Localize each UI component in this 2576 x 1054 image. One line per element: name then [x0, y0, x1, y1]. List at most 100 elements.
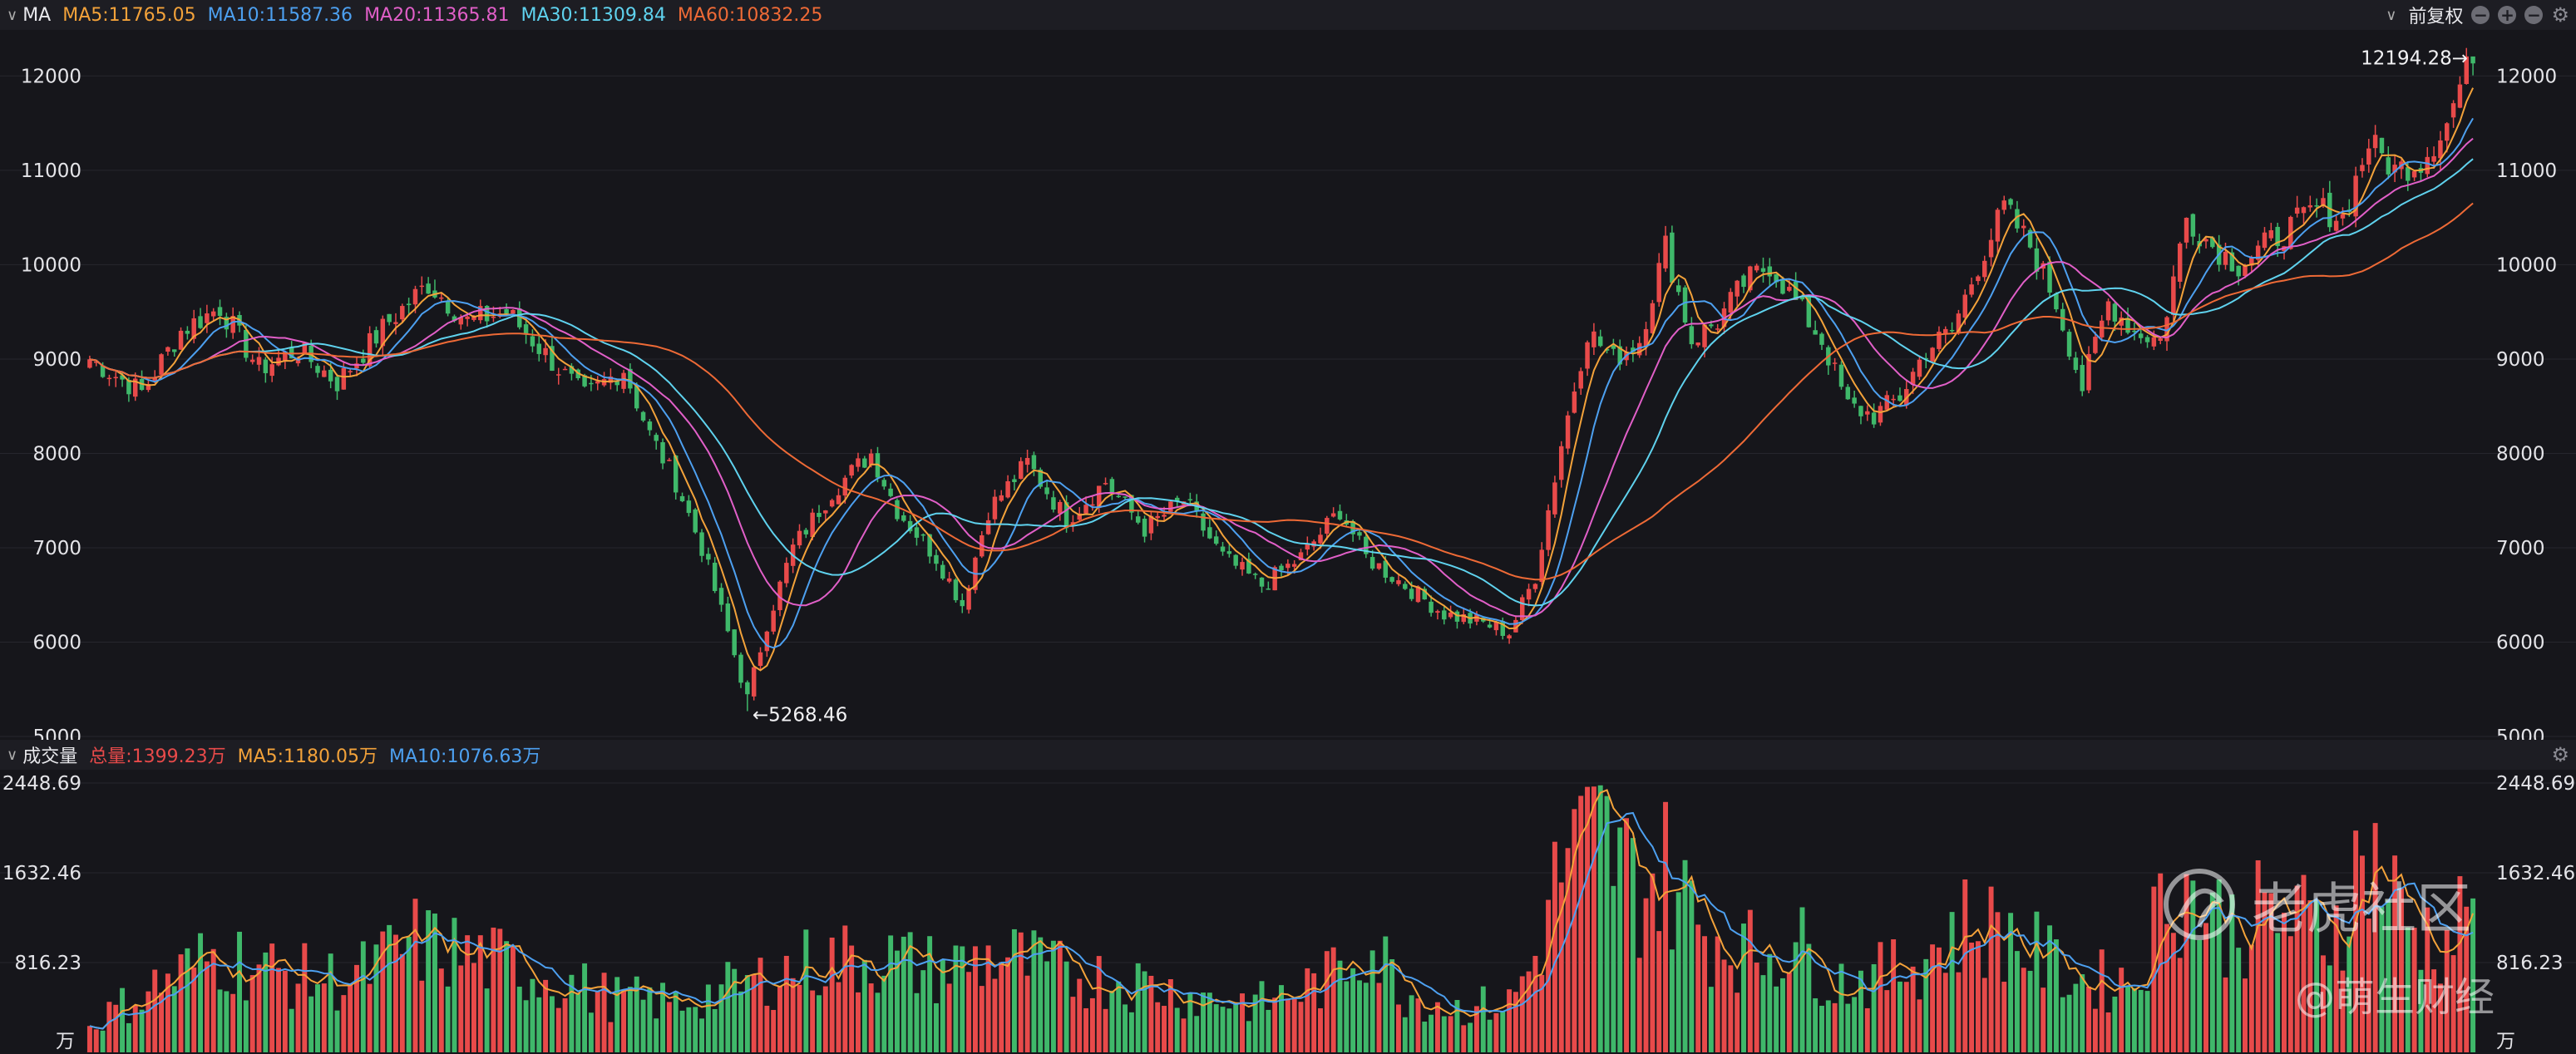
price-chart[interactable]: 12000 12000 11000 11000 10000 10000 9000 9000 80…	[0, 30, 2576, 740]
candle-body	[2203, 239, 2208, 242]
volume-bar	[458, 965, 464, 1052]
volume-bar	[569, 974, 575, 1052]
volume-bar	[1949, 912, 1955, 1052]
volume-bar	[328, 953, 333, 1052]
volume-bar	[1936, 947, 1942, 1052]
ma-line-ma60	[89, 202, 2474, 581]
candle-body	[1435, 611, 1440, 613]
volume-bar	[354, 964, 359, 1052]
volume-bar	[647, 987, 653, 1052]
volume-bar	[2021, 968, 2026, 1052]
volume-bar	[686, 1007, 692, 1052]
candle-body	[2138, 333, 2144, 338]
volume-bar	[1786, 972, 1792, 1052]
candle-body	[185, 330, 190, 334]
volume-legend-item-1: MA5:1180.05万	[237, 746, 378, 767]
volume-bar	[1871, 963, 1877, 1052]
volume-bar	[204, 961, 210, 1052]
candle-body	[2112, 303, 2118, 322]
volume-bar	[1376, 983, 1382, 1052]
volume-bar	[2379, 906, 2385, 1052]
volume-bar	[2405, 927, 2411, 1052]
candle-body	[2054, 293, 2059, 310]
volume-bar	[693, 1007, 698, 1052]
volume-bar	[1519, 976, 1525, 1052]
candle-body	[1539, 549, 1544, 583]
volume-header: ∨ 成交量 总量:1399.23万 MA5:1180.05万 MA10:1076.6…	[0, 740, 2576, 770]
candle-body	[2184, 217, 2189, 243]
candle-body	[1767, 266, 1773, 277]
candle-body	[120, 375, 125, 380]
candle-body	[439, 297, 444, 299]
volume-bar	[1942, 973, 1948, 1052]
volume-bar	[543, 979, 549, 1052]
candle-body	[295, 357, 301, 364]
volume-bar	[1409, 995, 1414, 1052]
volume-gear-icon[interactable]: ⚙	[2551, 743, 2569, 766]
volume-bar	[1109, 990, 1115, 1052]
volume-bar	[1689, 880, 1695, 1052]
volume-bar	[1480, 986, 1486, 1052]
zoom-out-icon[interactable]: −	[2524, 6, 2544, 24]
candle-body	[751, 667, 757, 697]
collapse-chevron-icon[interactable]: ∨	[7, 6, 18, 24]
candle-body	[634, 386, 639, 409]
volume-bar	[516, 986, 522, 1052]
volume-bar	[992, 978, 998, 1052]
gear-icon[interactable]: ⚙	[2551, 3, 2569, 27]
volume-bar	[1096, 956, 1102, 1052]
indicator-header: ∨ MA MA5:11765.05 MA10:11587.36 MA20:11365…	[0, 0, 2576, 30]
candle-body	[2125, 318, 2130, 333]
candle-body	[1337, 510, 1343, 520]
candle-body	[712, 562, 718, 592]
candle-body	[2262, 232, 2268, 249]
volume-bar	[810, 990, 816, 1052]
candle-body	[171, 349, 177, 352]
volume-bar	[1721, 959, 1727, 1052]
minimize-icon[interactable]: −	[2471, 6, 2490, 24]
volume-bar	[2027, 970, 2033, 1052]
candle-body	[614, 381, 619, 386]
volume-bar	[1735, 992, 1740, 1052]
volume-bar	[1044, 961, 1050, 1052]
volume-bar	[1246, 1021, 1251, 1052]
volume-bar	[2248, 944, 2254, 1052]
volume-bar	[829, 937, 835, 1052]
volume-bar	[126, 1022, 131, 1052]
volume-bar	[673, 991, 679, 1052]
volume-bar	[732, 968, 738, 1052]
volume-bar	[1167, 978, 1173, 1052]
volume-bar	[1611, 885, 1616, 1052]
candle-body	[1305, 544, 1310, 550]
candle-body	[412, 288, 418, 305]
candle-body	[1266, 589, 1271, 590]
volume-bar	[2307, 900, 2313, 1052]
volume-bar	[1174, 1007, 1180, 1052]
zoom-in-icon[interactable]: +	[2498, 6, 2517, 24]
volume-bar	[2372, 823, 2378, 1052]
volume-bar	[2353, 830, 2359, 1052]
candle-body	[797, 530, 802, 546]
candle-body	[836, 495, 841, 505]
adjust-dropdown-chevron-icon[interactable]: ∨	[2386, 6, 2397, 24]
candle-body	[895, 500, 900, 520]
volume-bar	[2411, 928, 2417, 1052]
volume-collapse-chevron-icon[interactable]: ∨	[7, 746, 18, 764]
volume-bar	[2014, 951, 2020, 1052]
adjust-mode-dropdown[interactable]: 前复权	[2408, 7, 2464, 27]
volume-bar	[771, 1010, 777, 1052]
volume-bar	[2099, 949, 2105, 1052]
volume-bar	[1636, 958, 1642, 1052]
volume-bar	[595, 991, 600, 1052]
candle-body	[269, 364, 274, 377]
volume-bar	[1578, 795, 1584, 1052]
candle-body	[758, 652, 763, 667]
candle-body	[1631, 347, 1636, 352]
volume-bar	[2041, 988, 2046, 1052]
candle-body	[732, 629, 737, 656]
candle-body	[322, 370, 327, 377]
candle-body	[1513, 619, 1518, 633]
volume-bar	[2164, 923, 2170, 1052]
volume-chart[interactable]: 2448.69 2448.69 1632.46 1632.46 816.23 816.23…	[0, 770, 2576, 1054]
volume-bar	[2431, 969, 2437, 1052]
